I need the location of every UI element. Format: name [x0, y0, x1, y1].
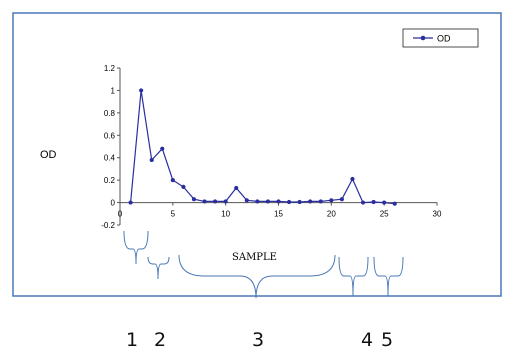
y-tick-label: 0.8 [104, 109, 116, 118]
od-series-points [128, 88, 397, 206]
y-axis-label: OD [40, 149, 57, 161]
od-data-point [371, 199, 376, 205]
y-tick-label: 0.4 [104, 154, 116, 163]
y-tick-label: 0 [111, 199, 116, 208]
od-data-point [139, 88, 144, 93]
brace-group-1 [123, 230, 149, 265]
group-number-1: 1 [126, 329, 138, 351]
od-data-point [160, 146, 165, 151]
od-data-point [339, 197, 344, 202]
y-axis-ticks: -0.200.20.40.60.811.2 [101, 64, 120, 230]
x-tick-label: 5 [171, 210, 176, 219]
x-tick-label: 30 [433, 210, 442, 219]
od-data-point [255, 199, 260, 204]
od-data-point [181, 184, 186, 189]
od-data-point [191, 197, 197, 202]
legend-label-od: OD [437, 34, 451, 44]
x-tick-label: 15 [274, 210, 283, 219]
od-data-point [170, 178, 175, 183]
brace-group-2 [147, 256, 170, 280]
brace-group-5 [373, 256, 404, 297]
od-data-point [382, 200, 387, 205]
od-data-point [286, 199, 292, 205]
od-data-point [234, 185, 239, 191]
od-data-point [350, 176, 355, 182]
od-data-point [276, 199, 281, 204]
od-data-point [329, 198, 334, 203]
od-data-point [265, 199, 271, 204]
chart-area-border [12, 12, 502, 297]
od-data-point [392, 201, 397, 206]
legend: OD [402, 28, 479, 48]
od-data-point [213, 199, 218, 204]
x-tick-label: 20 [327, 210, 336, 219]
x-tick-label: 0 [118, 210, 123, 219]
od-data-point [128, 200, 133, 205]
group-number-5: 5 [381, 329, 393, 351]
sample-group-braces [123, 230, 404, 299]
od-data-point [360, 200, 366, 205]
od-data-point [297, 199, 302, 205]
od-data-point [244, 198, 249, 203]
group-number-4: 4 [361, 329, 373, 351]
od-data-point [308, 199, 313, 204]
od-data-point [318, 199, 323, 204]
y-tick-label: 1 [111, 86, 116, 95]
brace-group-3 [178, 254, 336, 299]
od-data-point [223, 199, 228, 204]
x-axis-ticks: 0 5 10 15 20 25 30 [118, 202, 442, 219]
od-data-point [202, 199, 207, 204]
x-tick-label: 25 [380, 210, 389, 219]
x-tick-label: 10 [221, 210, 230, 219]
sample-label: SAMPLE [232, 252, 277, 263]
y-tick-label: 0.6 [104, 131, 116, 140]
y-tick-label: -0.2 [101, 221, 115, 230]
legend-box [402, 28, 479, 48]
y-tick-label: 1.2 [104, 64, 116, 73]
od-data-point [149, 157, 154, 163]
y-tick-label: 0.2 [104, 176, 116, 185]
group-number-3: 3 [252, 329, 264, 351]
brace-group-4 [338, 256, 369, 297]
legend-marker [420, 35, 426, 41]
group-number-2: 2 [154, 329, 166, 351]
